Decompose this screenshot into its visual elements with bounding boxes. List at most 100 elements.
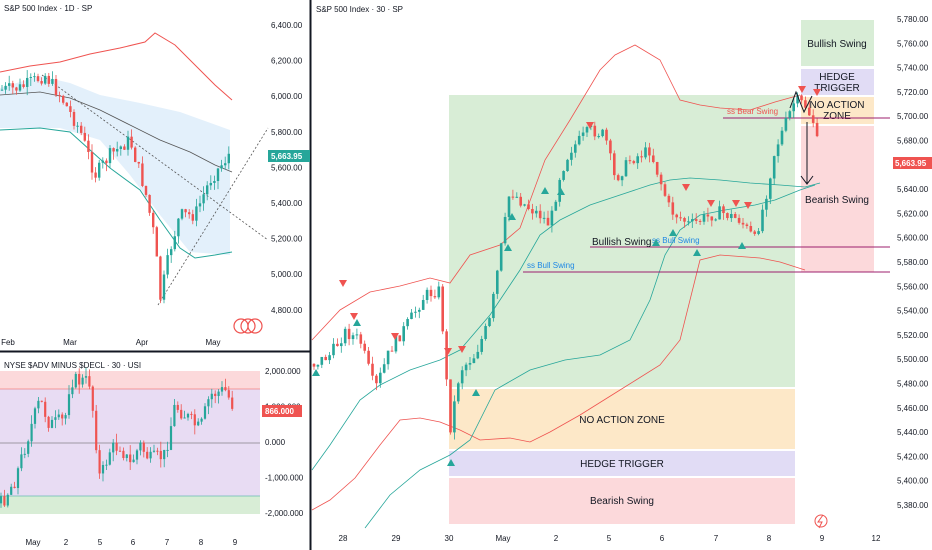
- no-action-zone-label: NO ACTION ZONE: [579, 415, 665, 426]
- breadth-candle: [57, 414, 60, 418]
- intraday-candle: [418, 309, 421, 312]
- breadth-candle: [173, 404, 176, 427]
- daily-candle: [29, 77, 32, 79]
- intraday-candle: [457, 383, 460, 402]
- intraday-candle: [542, 217, 546, 219]
- daily-candle: [206, 185, 209, 195]
- intraday-candle: [519, 196, 522, 206]
- intraday-x-tick: 5: [607, 534, 612, 543]
- breadth-x-tick: 2: [64, 538, 69, 547]
- bear-signal-marker: [339, 280, 347, 287]
- intraday-candle: [550, 210, 554, 226]
- daily-candle: [87, 140, 90, 152]
- bull-signal-marker: [508, 213, 516, 220]
- breadth-candle: [112, 442, 115, 453]
- breadth-candle: [44, 401, 47, 417]
- intraday-y-tick: 5,780.00: [897, 15, 929, 24]
- lightning-icon[interactable]: [814, 514, 828, 529]
- intraday-candle: [753, 231, 756, 234]
- breadth-candle: [98, 450, 101, 474]
- intraday-candle: [535, 210, 538, 214]
- intraday-candle: [453, 401, 456, 433]
- breadth-candle: [61, 414, 64, 419]
- breadth-candle: [217, 391, 220, 397]
- intraday-x-tick: 7: [714, 534, 719, 543]
- intraday-candle: [546, 217, 550, 226]
- intraday-candle: [659, 174, 663, 185]
- intraday-candle: [675, 214, 678, 218]
- daily-candle: [15, 87, 18, 91]
- breadth-x-tick: May: [25, 538, 40, 547]
- bull-signal-marker: [693, 249, 701, 256]
- breadth-candle: [159, 450, 162, 460]
- breadth-candle: [152, 450, 156, 452]
- breadth-candle: [210, 393, 213, 400]
- intraday-candle: [636, 156, 639, 164]
- daily-candle: [108, 148, 112, 164]
- daily-y-tick: 5,400.00: [271, 199, 303, 208]
- intraday-candle: [562, 171, 565, 180]
- breadth-candle: [220, 387, 224, 392]
- breadth-candle: [0, 496, 3, 504]
- bearish-swing-zone: [449, 478, 795, 524]
- intraday-candle: [499, 243, 503, 271]
- breadth-candle: [27, 441, 30, 454]
- daily-candle: [119, 146, 122, 149]
- daily-candle: [191, 214, 194, 221]
- intraday-candle: [336, 343, 339, 347]
- breadth-lower-band: [0, 496, 260, 514]
- intraday-candle: [570, 152, 573, 160]
- intraday-lower-band: [311, 254, 806, 511]
- breadth-candle: [6, 494, 9, 506]
- daily-candle: [22, 84, 25, 87]
- intraday-candle: [577, 135, 581, 145]
- daily-y-tick: 6,400.00: [271, 21, 303, 30]
- intraday-candle: [468, 363, 472, 365]
- intraday-candle: [597, 136, 600, 138]
- daily-candle: [65, 102, 68, 107]
- intraday-candle: [355, 334, 359, 336]
- intraday-y-tick: 5,760.00: [897, 39, 929, 48]
- intraday-candle: [624, 160, 628, 177]
- daily-candle: [0, 89, 4, 91]
- breadth-candle: [20, 454, 23, 469]
- daily-chart-icon[interactable]: [233, 318, 263, 334]
- projection-arrow: [800, 122, 814, 185]
- bear-signal-marker: [458, 346, 466, 353]
- bullish-swing-level-label: Bullish Swing: [592, 237, 651, 248]
- intraday-candle: [480, 338, 483, 352]
- daily-candle: [123, 146, 126, 150]
- bull-signal-marker: [669, 229, 677, 236]
- daily-candle: [202, 194, 205, 204]
- intraday-x-tick: 29: [392, 534, 401, 543]
- intraday-candle: [702, 214, 706, 222]
- breadth-candle: [81, 377, 84, 385]
- daily-candle: [148, 194, 151, 213]
- intraday-x-tick: 6: [660, 534, 665, 543]
- breadth-candle: [166, 449, 169, 451]
- breadth-candle: [67, 394, 71, 416]
- intraday-candle: [616, 175, 620, 181]
- daily-candle: [177, 218, 180, 237]
- daily-candle: [47, 75, 50, 84]
- daily-candle: [112, 148, 115, 152]
- breadth-candle: [125, 454, 128, 459]
- daily-candle: [209, 182, 212, 186]
- intraday-y-tick: 5,580.00: [897, 258, 929, 267]
- intraday-candle: [706, 214, 710, 217]
- intraday-candle: [800, 95, 803, 101]
- intraday-candle: [620, 176, 624, 181]
- breadth-candle: [115, 442, 118, 451]
- daily-candle: [162, 274, 166, 300]
- breadth-candle: [105, 464, 108, 466]
- intraday-candle: [390, 350, 394, 352]
- intraday-candle: [808, 107, 811, 116]
- bear-signal-marker: [682, 184, 690, 191]
- intraday-upper-band: [311, 44, 801, 341]
- breadth-candle: [78, 373, 81, 385]
- intraday-candle: [714, 219, 717, 221]
- intraday-candle: [496, 270, 499, 294]
- intraday-candle: [531, 208, 534, 214]
- intraday-candle: [640, 156, 643, 158]
- intraday-candle: [733, 213, 737, 218]
